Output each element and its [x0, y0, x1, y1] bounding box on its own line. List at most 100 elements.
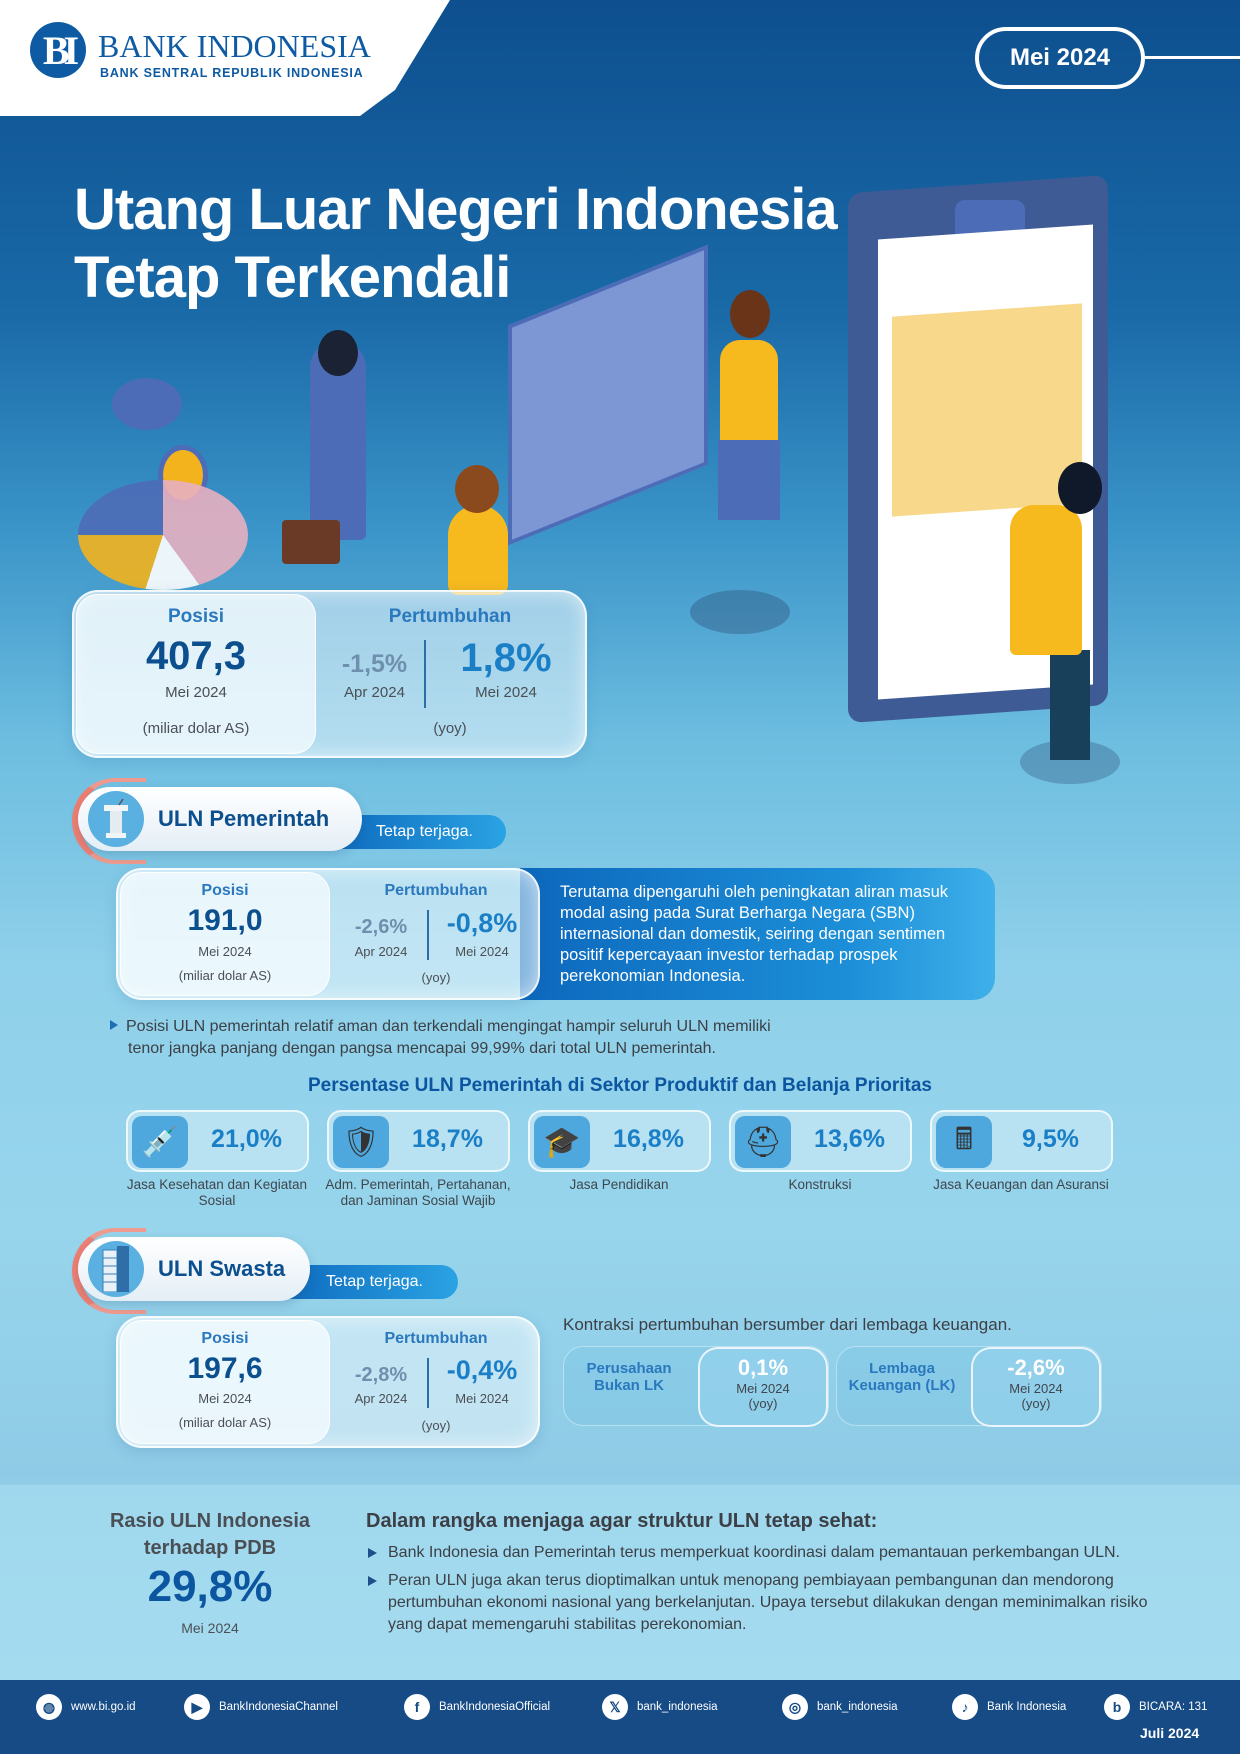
logo-tagline: BANK SENTRAL REPUBLIK INDONESIA	[100, 66, 364, 80]
podium-icon	[88, 791, 144, 847]
sector-value: 21,0%	[211, 1125, 282, 1153]
ratio-value: 29,8%	[147, 1562, 273, 1611]
sectors-title: Persentase ULN Pemerintah di Sektor Prod…	[307, 1075, 932, 1096]
breakdown-date: Mei 2024	[1009, 1381, 1063, 1396]
page-title-line1: Utang Luar Negeri Indonesia	[74, 177, 838, 242]
bank-indonesia-logo-icon: BI	[30, 22, 86, 78]
sector-card-kesehatan: 💉 21,0%	[126, 1110, 309, 1172]
hard-hat-icon: ⛑	[735, 1116, 791, 1168]
page-title-line2: Tetap Terkendali	[74, 245, 511, 310]
x-icon: 𝕏	[602, 1694, 628, 1720]
ratio-title-line1: Rasio ULN Indonesia	[109, 1510, 311, 1532]
shadow-illustration	[690, 590, 790, 634]
pemerintah-growth-label: Pertumbuhan	[384, 882, 488, 899]
tiktok-icon: ♪	[952, 1694, 978, 1720]
pemerintah-growth-curr-date: Mei 2024	[455, 944, 509, 959]
swasta-status-tag: Tetap terjaga.	[286, 1265, 458, 1299]
footer-link-label: Bank Indonesia	[987, 1701, 1067, 1713]
divider	[424, 640, 426, 708]
sector-value: 13,6%	[814, 1125, 885, 1153]
divider	[427, 1358, 429, 1408]
footer-link-website[interactable]: ◍ www.bi.go.id	[36, 1694, 136, 1720]
woman-sitting-head-illustration	[455, 465, 499, 513]
footer-link-label: www.bi.go.id	[71, 1701, 136, 1713]
sector-value: 18,7%	[412, 1125, 483, 1153]
summary-band	[0, 1485, 1240, 1680]
footer-link-x[interactable]: 𝕏 bank_indonesia	[602, 1694, 718, 1720]
footer-link-facebook[interactable]: f BankIndonesiaOfficial	[404, 1694, 550, 1720]
instagram-icon: ◎	[782, 1694, 808, 1720]
breakdown-unit: (yoy)	[1021, 1396, 1051, 1411]
pemerintah-posisi-unit: (miliar dolar AS)	[178, 968, 272, 983]
swasta-growth-prev-date: Apr 2024	[354, 1391, 408, 1406]
woman-sitting-illustration	[448, 505, 508, 595]
pemerintah-growth-curr: -0,8%	[446, 908, 518, 938]
swasta-growth-curr-date: Mei 2024	[455, 1391, 509, 1406]
swasta-kontraksi-note: Kontraksi pertumbuhan bersumber dari lem…	[563, 1315, 1012, 1334]
sector-value: 16,8%	[613, 1125, 684, 1153]
pemerintah-status-tag: Tetap terjaga.	[336, 815, 506, 849]
footer-link-label: BankIndonesiaChannel	[219, 1701, 338, 1713]
pemerintah-posisi-label: Posisi	[201, 882, 249, 899]
globe-icon: ◍	[36, 1694, 62, 1720]
pemerintah-posisi-panel	[120, 872, 330, 996]
pemerintah-growth-prev-date: Apr 2024	[354, 944, 408, 959]
breakdown-value-panel: 0,1% Mei 2024 (yoy)	[698, 1347, 828, 1427]
footer-link-instagram[interactable]: ◎ bank_indonesia	[782, 1694, 898, 1720]
swasta-posisi-panel	[120, 1320, 330, 1444]
structure-points: Bank Indonesia dan Pemerintah terus memp…	[366, 1542, 1166, 1642]
footer-link-tiktok[interactable]: ♪ Bank Indonesia	[952, 1694, 1066, 1720]
breakdown-value: -2,6%	[1007, 1355, 1065, 1380]
pemerintah-bullet: Posisi ULN pemerintah relatif aman dan t…	[110, 1016, 771, 1060]
structure-title: Dalam rangka menjaga agar struktur ULN t…	[366, 1510, 878, 1532]
calculator-icon: 🖩	[936, 1116, 992, 1168]
ratio-date: Mei 2024	[181, 1620, 239, 1636]
total-posisi-unit: (miliar dolar AS)	[142, 720, 250, 737]
presenter-woman-skirt-illustration	[718, 440, 780, 520]
pemerintah-posisi-date: Mei 2024	[198, 944, 252, 959]
pemerintah-growth-unit: (yoy)	[421, 970, 451, 985]
total-growth-label: Pertumbuhan	[388, 606, 512, 627]
total-growth-prev-date: Apr 2024	[344, 684, 405, 701]
publish-date: Juli 2024	[1140, 1725, 1200, 1741]
total-growth-unit: (yoy)	[433, 720, 467, 737]
divider	[427, 910, 429, 960]
analyst-man-head-illustration	[1058, 462, 1102, 514]
graduation-cap-icon: 🎓	[534, 1116, 590, 1168]
pemerintah-bullet-line1: Posisi ULN pemerintah relatif aman dan t…	[126, 1018, 771, 1035]
analyst-man-illustration	[1010, 505, 1082, 655]
bicara-icon: b	[1104, 1694, 1130, 1720]
total-growth-prev: -1,5%	[341, 650, 408, 678]
footer-link-youtube[interactable]: ▶ BankIndonesiaChannel	[184, 1694, 338, 1720]
swasta-growth-curr: -0,4%	[446, 1355, 518, 1385]
syringe-icon: 💉	[132, 1116, 188, 1168]
period-badge: Mei 2024	[975, 27, 1145, 89]
sector-label: Adm. Pemerintah, Pertahanan, dan Jaminan…	[325, 1177, 511, 1208]
pemerintah-description-box: Terutama dipengaruhi oleh peningkatan al…	[520, 868, 995, 1000]
footer-link-label: bank_indonesia	[817, 1701, 898, 1713]
breakdown-value: 0,1%	[737, 1355, 789, 1380]
ratio-title: Rasio ULN Indonesia terhadap PDB	[80, 1508, 340, 1562]
swasta-growth-label: Pertumbuhan	[384, 1330, 488, 1347]
sector-card-pendidikan: 🎓 16,8%	[528, 1110, 711, 1172]
businessman-head-illustration	[318, 330, 358, 376]
sector-card-keuangan: 🖩 9,5%	[930, 1110, 1113, 1172]
facebook-icon: f	[404, 1694, 430, 1720]
pie-chart-illustration	[78, 480, 248, 590]
footer-link-bicara[interactable]: b BICARA: 131	[1104, 1694, 1207, 1720]
swasta-growth-prev: -2,8%	[354, 1364, 408, 1386]
bullet-arrow-icon	[110, 1020, 118, 1030]
structure-point: Bank Indonesia dan Pemerintah terus memp…	[366, 1542, 1166, 1564]
swasta-posisi-unit: (miliar dolar AS)	[178, 1415, 272, 1430]
footer-link-label: BankIndonesiaOfficial	[439, 1701, 551, 1713]
sector-card-pemerintahan: 🛡 18,7%	[327, 1110, 510, 1172]
breakdown-unit: (yoy)	[748, 1396, 778, 1411]
total-posisi-date: Mei 2024	[165, 684, 227, 701]
briefcase-icon	[282, 520, 340, 564]
sector-card-konstruksi: ⛑ 13,6%	[729, 1110, 912, 1172]
sector-label: Jasa Kesehatan dan Kegiatan Sosial	[126, 1177, 308, 1208]
swasta-posisi-date: Mei 2024	[198, 1391, 252, 1406]
breakdown-value-panel: -2,6% Mei 2024 (yoy)	[971, 1347, 1101, 1427]
office-building-icon	[88, 1241, 144, 1297]
structure-point: Peran ULN juga akan terus dioptimalkan u…	[366, 1570, 1166, 1636]
